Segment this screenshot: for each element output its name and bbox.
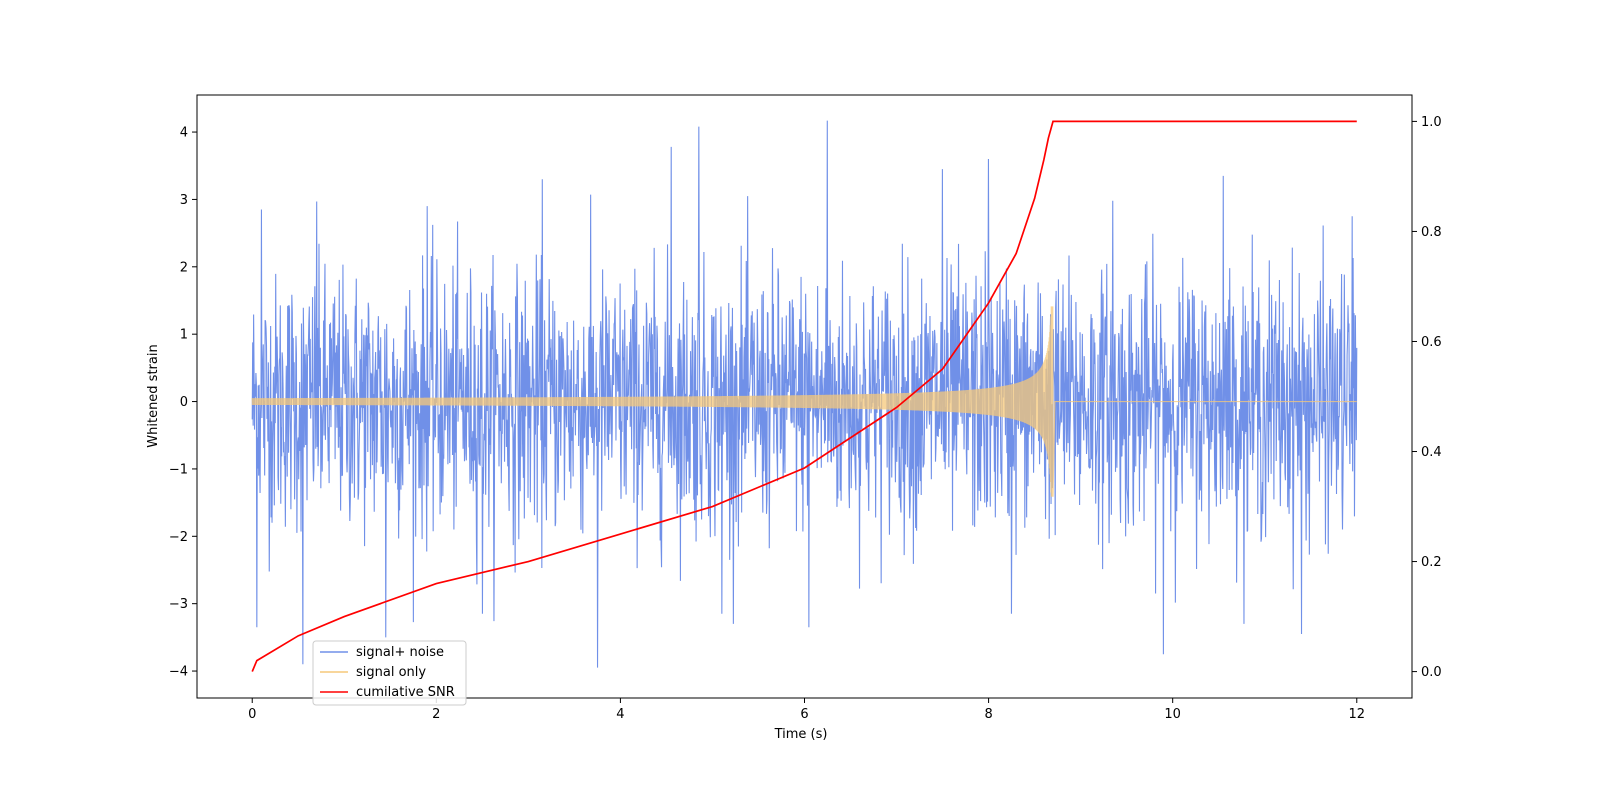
x-tick-label: 12 <box>1348 707 1365 722</box>
y2-tick-label: 0.0 <box>1421 665 1442 680</box>
y-tick-label: 0 <box>180 395 188 410</box>
series-signal-only-line <box>251 306 1357 497</box>
y-tick-label: −4 <box>169 665 188 680</box>
legend-label-cumulative-snr: cumilative SNR <box>356 685 455 700</box>
series-signal-noise-line <box>251 120 1358 668</box>
x-tick-label: 0 <box>248 707 256 722</box>
x-tick-label: 10 <box>1164 707 1181 722</box>
x-tick-label: 8 <box>984 707 992 722</box>
x-tick-label: 2 <box>432 707 440 722</box>
y-tick-label: 4 <box>180 126 188 141</box>
y2-tick-label: 1.0 <box>1421 115 1442 130</box>
legend-label-signal-only: signal only <box>356 665 426 680</box>
y2-tick-label: 0.4 <box>1421 445 1442 460</box>
y-axis-label: Whitened strain <box>146 344 161 447</box>
y-tick-label: 3 <box>180 193 188 208</box>
y-tick-label: −2 <box>169 530 188 545</box>
y2-tick-label: 0.2 <box>1421 555 1442 570</box>
x-tick-label: 6 <box>800 707 808 722</box>
legend-label-signal-noise: signal+ noise <box>356 645 444 660</box>
x-axis-label: Time (s) <box>774 727 828 742</box>
y-tick-label: −1 <box>169 462 188 477</box>
series-cumulative-snr-line <box>251 120 1357 672</box>
legend: signal+ noise signal only cumilative SNR <box>312 640 467 706</box>
x-tick-label: 4 <box>616 707 624 722</box>
plot-area <box>251 120 1358 672</box>
y-tick-label: 2 <box>180 260 188 275</box>
y-tick-label: −3 <box>169 597 188 612</box>
y2-tick-label: 0.8 <box>1421 225 1442 240</box>
y2-tick-label: 0.6 <box>1421 335 1442 350</box>
legend-box <box>312 640 467 706</box>
y-tick-label: 1 <box>180 328 188 343</box>
